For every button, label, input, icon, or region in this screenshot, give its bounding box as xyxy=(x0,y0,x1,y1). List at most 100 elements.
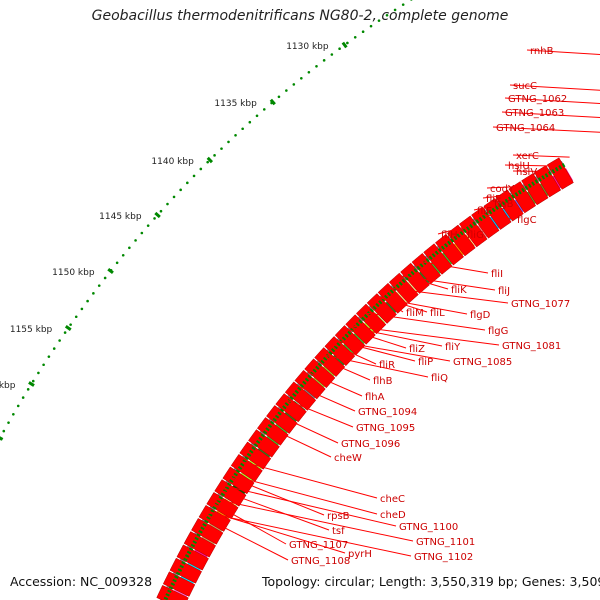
scale-dot xyxy=(346,41,349,45)
strip-tick xyxy=(328,350,333,356)
scale-tick-label: 1135 kbp xyxy=(214,99,257,109)
strip-tick xyxy=(237,465,243,470)
strip-tick xyxy=(277,411,282,416)
strip-tick xyxy=(504,198,509,204)
gene-feature xyxy=(324,336,356,367)
strip-tick xyxy=(233,472,238,477)
strip-tick xyxy=(284,402,290,407)
scale-dot xyxy=(31,379,35,383)
strip-tick xyxy=(229,479,234,484)
strip-tick xyxy=(240,462,245,467)
strip-tick xyxy=(184,554,190,558)
strip-tick xyxy=(200,526,205,531)
scale-dot xyxy=(80,307,84,311)
strip-tick xyxy=(188,547,194,551)
gene-feature xyxy=(162,571,196,597)
leader-line xyxy=(490,199,502,204)
gene-label: fliE xyxy=(486,194,501,205)
gene-feature xyxy=(446,224,476,257)
scale-dot xyxy=(134,239,137,242)
gene-feature xyxy=(183,531,217,558)
gene-feature xyxy=(355,303,387,335)
gene-label: GTNG_1064 xyxy=(496,123,555,134)
scale-tick xyxy=(206,156,213,164)
leader-line xyxy=(480,213,515,220)
scale-dot xyxy=(234,134,237,137)
strip-tick xyxy=(267,424,273,429)
strip-tick xyxy=(561,163,566,168)
strip-tick xyxy=(358,319,363,324)
scale-tick-label: 1130 kbp xyxy=(286,42,329,52)
leader-line xyxy=(526,49,600,55)
scale-dot xyxy=(2,429,6,433)
strip-tick xyxy=(304,377,310,382)
scale-dot xyxy=(186,181,189,185)
scale-tick-label: 1150 kbp xyxy=(52,268,95,278)
strip-tick xyxy=(172,578,177,583)
strip-tick xyxy=(323,356,328,361)
strip-tick xyxy=(437,248,442,253)
gene-label: fliF xyxy=(477,206,492,217)
strip-tick xyxy=(517,189,522,195)
strip-tick xyxy=(375,302,380,308)
gene-feature xyxy=(388,272,419,304)
scale-dot xyxy=(172,195,176,199)
scale-dot xyxy=(97,284,101,287)
strip-tick xyxy=(475,219,480,224)
gene-feature xyxy=(169,557,202,584)
leader-line xyxy=(264,425,332,458)
strip-tick xyxy=(481,214,486,219)
leader-line xyxy=(492,126,600,133)
gene-label: fliP xyxy=(418,357,433,368)
gene-label: cheW xyxy=(334,453,362,464)
strip-tick xyxy=(307,374,312,379)
leader-line xyxy=(509,84,600,91)
scale-dot xyxy=(377,19,381,22)
leader-line xyxy=(501,111,600,118)
scale-tick xyxy=(28,381,35,387)
scale-dot xyxy=(86,299,89,303)
scale-dot xyxy=(159,209,163,213)
gene-label: sucC xyxy=(513,81,537,92)
scale-dot xyxy=(220,147,223,150)
strip-tick xyxy=(282,405,287,410)
strip-tick xyxy=(462,228,467,234)
strip-tick xyxy=(364,313,369,319)
gene-label: fliK xyxy=(451,285,467,296)
gene-label: GTNG_1107 xyxy=(289,540,348,551)
strip-tick xyxy=(544,173,549,178)
gene-label: codY xyxy=(490,184,515,195)
strip-tick xyxy=(488,209,493,215)
gene-feature xyxy=(176,544,209,571)
strip-tick xyxy=(167,589,172,594)
scale-dot xyxy=(166,202,169,206)
strip-tick xyxy=(478,216,483,222)
scale-dot xyxy=(192,174,196,178)
scale-tick-label: 1140 kbp xyxy=(151,157,194,167)
strip-tick xyxy=(198,529,203,534)
strip-tick xyxy=(212,505,217,510)
strip-tick xyxy=(494,205,499,210)
strip-tick xyxy=(527,183,532,188)
gene-label: fliI xyxy=(491,269,503,280)
strip-tick xyxy=(541,175,546,180)
scale-dot xyxy=(37,371,40,375)
strip-tick xyxy=(491,207,496,213)
scale-dot xyxy=(115,261,119,265)
strip-tick xyxy=(336,342,341,347)
scale-dot xyxy=(330,53,334,56)
scale-tick xyxy=(107,267,114,275)
strip-tick xyxy=(369,308,374,313)
strip-tick xyxy=(289,395,294,401)
leader-line xyxy=(336,340,451,362)
scale-tick xyxy=(154,211,161,219)
leader-line xyxy=(215,498,414,542)
gene-label: GTNG_1081 xyxy=(502,341,561,352)
leader-line xyxy=(336,340,416,362)
scale-dot xyxy=(361,30,365,33)
strip-tick xyxy=(524,185,529,191)
strip-tick xyxy=(312,368,317,373)
scale-dot xyxy=(21,396,25,399)
strip-tick xyxy=(498,203,503,208)
strip-tick xyxy=(168,585,174,590)
